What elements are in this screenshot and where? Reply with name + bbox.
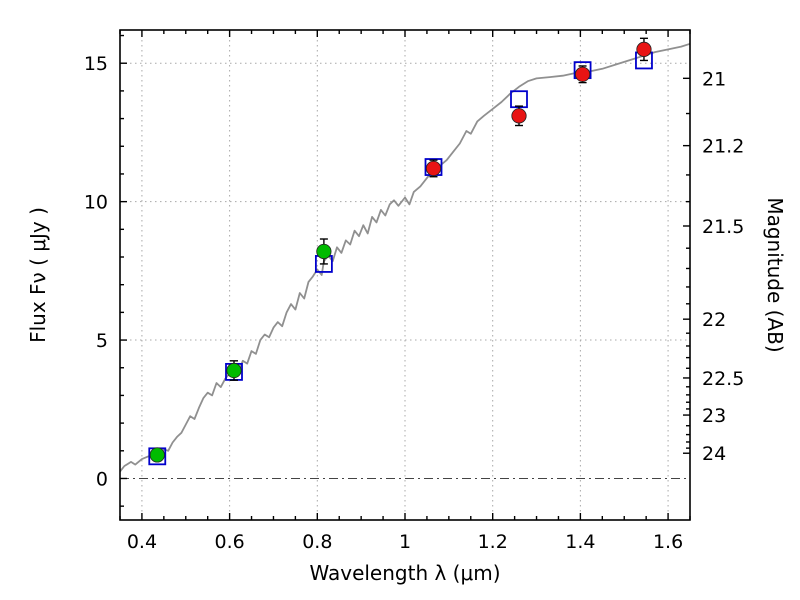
right-tick-label: 22 — [702, 309, 726, 331]
right-tick-label: 21.5 — [702, 216, 744, 238]
data-point-circle — [425, 160, 442, 177]
data-point-circle — [149, 447, 165, 463]
y-axis-label-left: Flux Fν ( μJy ) — [26, 207, 50, 343]
data-point-circle — [226, 362, 242, 379]
data-point-circle — [636, 41, 652, 57]
y-tick-label: 0 — [96, 468, 108, 490]
x-tick-label: 1 — [399, 531, 411, 553]
right-tick-label: 21 — [702, 68, 726, 90]
y-tick-label: 15 — [84, 53, 108, 75]
series-observed-optical — [149, 238, 332, 463]
data-point-square — [510, 90, 528, 109]
right-tick-label: 22.5 — [702, 368, 744, 390]
x-tick-label: 0.8 — [302, 531, 332, 553]
y-tick-label: 10 — [84, 192, 108, 214]
y-tick-label: 5 — [96, 330, 108, 352]
series-model-spectrum — [119, 42, 691, 473]
gridlines — [120, 30, 690, 520]
x-tick-label: 1.6 — [653, 531, 683, 553]
x-tick-label: 0.4 — [127, 531, 157, 553]
data-point-circle — [574, 66, 591, 82]
axes: 0.4 0.6 0.8 1 1.2 1.4 1.6 0 5 10 15 21 21.2 21.5 22 22.… — [84, 30, 744, 553]
x-axis-label: Wavelength λ (μm) — [309, 561, 500, 585]
data-point-circle — [316, 243, 332, 260]
series-observed-infrared — [425, 37, 652, 178]
x-tick-label: 0.6 — [215, 531, 245, 553]
plot-data — [119, 37, 691, 473]
series-model-photometry — [148, 51, 653, 466]
y-axis-label-right: Magnitude (AB) — [763, 197, 787, 352]
x-tick-label: 1.4 — [565, 531, 595, 553]
x-tick-label: 1.2 — [478, 531, 508, 553]
right-tick-label: 21.2 — [702, 136, 744, 158]
right-tick-label: 23 — [702, 405, 726, 427]
right-tick-label: 24 — [702, 443, 726, 465]
data-point-circle — [511, 108, 527, 124]
